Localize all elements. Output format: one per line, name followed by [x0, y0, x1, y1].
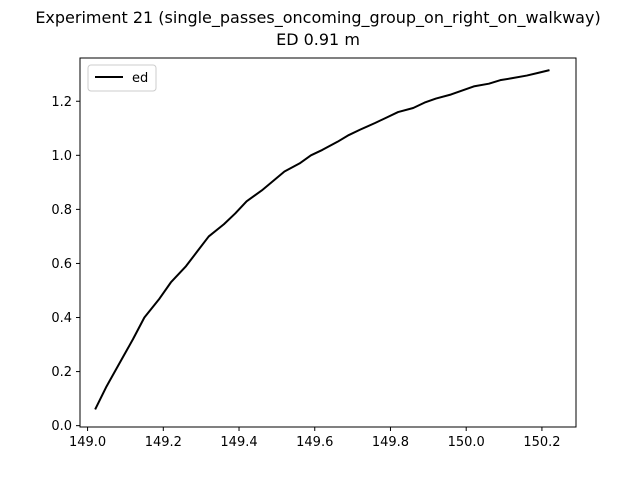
x-tick-label: 149.6 [296, 435, 333, 450]
series-line-ed [94, 69, 550, 410]
y-tick-label: 0.2 [51, 365, 72, 380]
legend: ed [87, 64, 157, 92]
x-tick-label: 150.2 [523, 435, 560, 450]
chart-subtitle: ED 0.91 m [276, 30, 360, 49]
y-tick-label: 1.0 [51, 149, 72, 164]
x-tick-label: 149.4 [220, 435, 257, 450]
y-tick-label: 0.6 [51, 257, 72, 272]
y-tick-label: 1.2 [51, 95, 72, 110]
x-tick-label: 150.0 [448, 435, 485, 450]
x-tick-label: 149.8 [372, 435, 409, 450]
y-tick-label: 0.4 [51, 311, 72, 326]
chart-title: Experiment 21 (single_passes_oncoming_gr… [35, 8, 600, 28]
y-axis-ticks: 0.0 0.2 0.4 0.6 0.8 1.0 1.2 [51, 95, 80, 434]
x-axis-ticks: 149.0 149.2 149.4 149.6 149.8 150.0 150.2 [69, 427, 561, 450]
legend-label-ed: ed [132, 71, 148, 86]
y-tick-label: 0.0 [51, 419, 72, 434]
x-tick-label: 149.2 [145, 435, 182, 450]
y-tick-label: 0.8 [51, 203, 72, 218]
series-layer [94, 69, 550, 410]
plot-area-frame [79, 57, 577, 428]
x-tick-label: 149.0 [69, 435, 106, 450]
